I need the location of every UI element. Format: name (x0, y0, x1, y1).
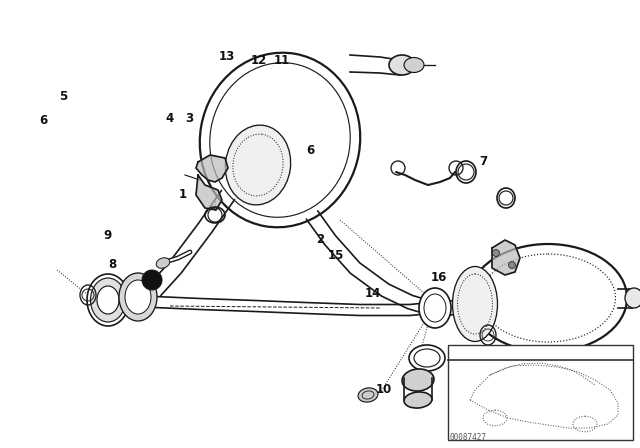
Text: 11: 11 (273, 54, 290, 67)
Text: 2: 2 (316, 233, 324, 246)
Text: 16: 16 (430, 271, 447, 284)
Ellipse shape (402, 369, 434, 391)
Ellipse shape (125, 280, 151, 314)
Text: 1: 1 (179, 188, 186, 202)
Ellipse shape (404, 392, 432, 408)
Ellipse shape (201, 54, 359, 226)
Circle shape (142, 270, 162, 290)
Ellipse shape (452, 267, 497, 341)
Ellipse shape (156, 258, 170, 268)
Ellipse shape (90, 278, 125, 322)
Polygon shape (492, 240, 520, 275)
Text: 6: 6 (40, 114, 47, 128)
Text: 3: 3 (185, 112, 193, 125)
Text: 8: 8 (108, 258, 116, 271)
Text: 9: 9 (104, 228, 111, 242)
Bar (448, 345, 633, 440)
Text: 13: 13 (219, 49, 236, 63)
Text: 4: 4 (166, 112, 173, 125)
Ellipse shape (625, 288, 640, 308)
Polygon shape (196, 155, 228, 182)
Ellipse shape (404, 57, 424, 73)
Text: 7: 7 (479, 155, 487, 168)
Text: 12: 12 (251, 54, 268, 67)
Text: 14: 14 (365, 287, 381, 300)
Text: 5: 5 (59, 90, 67, 103)
Circle shape (509, 262, 515, 268)
Ellipse shape (470, 245, 626, 351)
Text: 10: 10 (376, 383, 392, 396)
Ellipse shape (358, 388, 378, 402)
Polygon shape (196, 175, 222, 210)
Ellipse shape (119, 273, 157, 321)
Ellipse shape (87, 274, 129, 326)
Text: 6: 6 (307, 143, 314, 157)
Ellipse shape (409, 345, 445, 371)
Circle shape (493, 250, 499, 257)
Ellipse shape (389, 55, 415, 75)
Text: 00087427: 00087427 (450, 433, 487, 442)
Ellipse shape (97, 286, 119, 314)
Text: 15: 15 (328, 249, 344, 262)
Ellipse shape (225, 125, 291, 205)
Ellipse shape (419, 288, 451, 328)
